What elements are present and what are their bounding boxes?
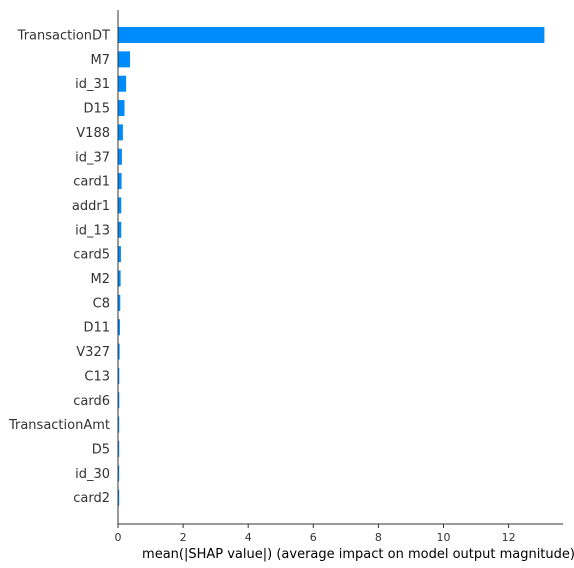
- bar-id_13: [118, 221, 122, 238]
- bar-D11: [118, 319, 120, 336]
- category-label-id_30: id_30: [75, 467, 110, 482]
- x-tick-label-2: 2: [180, 531, 187, 544]
- bar-card2: [118, 489, 120, 506]
- category-label-M7: M7: [91, 53, 111, 68]
- category-label-TransactionDT: TransactionDT: [17, 29, 110, 44]
- x-tick-label-10: 10: [437, 531, 451, 544]
- bar-V327: [118, 343, 120, 360]
- x-tick-label-6: 6: [310, 531, 317, 544]
- category-label-V188: V188: [76, 126, 110, 141]
- bar-id_31: [118, 75, 127, 92]
- category-label-V327: V327: [76, 345, 110, 360]
- category-label-id_37: id_37: [75, 150, 110, 165]
- category-label-TransactionAmt: TransactionAmt: [8, 418, 110, 433]
- bars-layer: [118, 27, 545, 506]
- bar-TransactionAmt: [118, 416, 120, 433]
- category-labels: TransactionDT M7 id_31 D15 V188 id_37 card1 add…: [8, 29, 110, 507]
- x-tick-label-4: 4: [245, 531, 252, 544]
- bar-addr1: [118, 197, 122, 214]
- category-label-card6: card6: [73, 394, 110, 409]
- category-label-D15: D15: [83, 102, 110, 117]
- x-axis-title: mean(|SHAP value|) (average impact on mo…: [142, 547, 574, 562]
- category-label-C8: C8: [93, 296, 110, 311]
- category-label-C13: C13: [84, 369, 110, 384]
- bar-D15: [118, 100, 125, 117]
- category-label-M2: M2: [91, 272, 111, 287]
- bar-C8: [118, 294, 121, 311]
- category-label-addr1: addr1: [72, 199, 110, 214]
- category-label-id_13: id_13: [75, 223, 110, 238]
- category-label-card1: card1: [73, 175, 110, 190]
- category-label-card5: card5: [73, 248, 110, 263]
- bar-D5: [118, 440, 120, 457]
- bar-TransactionDT: [118, 27, 545, 43]
- x-tick-label-12: 12: [502, 531, 516, 544]
- bar-id_30: [118, 465, 120, 482]
- bar-V188: [118, 124, 123, 141]
- category-label-D11: D11: [83, 321, 110, 336]
- x-tick-label-0: 0: [115, 531, 122, 544]
- category-label-id_31: id_31: [75, 77, 110, 92]
- bar-card6: [118, 392, 120, 409]
- bar-card1: [118, 173, 122, 190]
- bar-C13: [118, 367, 120, 384]
- category-label-D5: D5: [92, 442, 110, 457]
- x-ticks: 0 2 4 6 8 10 12: [115, 524, 516, 544]
- bar-M2: [118, 270, 121, 287]
- bar-M7: [118, 51, 131, 68]
- x-tick-label-8: 8: [375, 531, 382, 544]
- bar-id_37: [118, 148, 122, 165]
- bar-card5: [118, 246, 121, 263]
- category-label-card2: card2: [73, 491, 110, 506]
